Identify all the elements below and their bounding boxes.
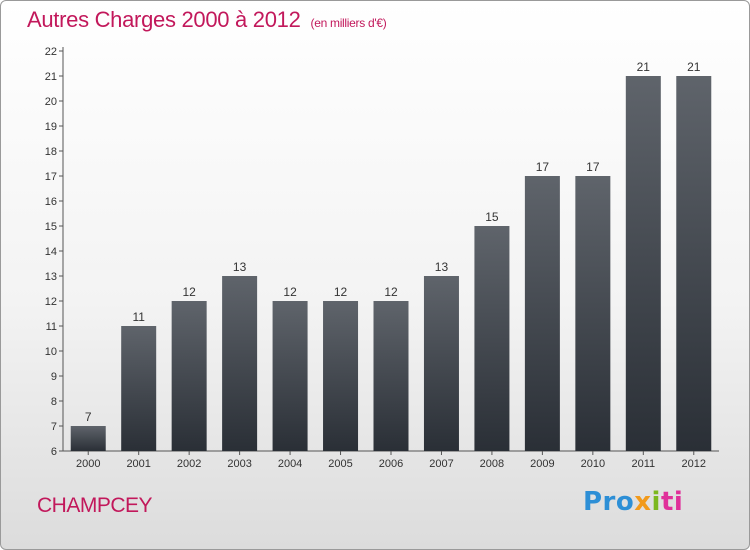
y-tick-label: 19 <box>45 121 57 133</box>
x-tick-label: 2000 <box>76 458 100 470</box>
y-tick-label: 14 <box>45 246 57 258</box>
data-label: 12 <box>283 285 297 299</box>
y-tick-label: 7 <box>51 421 57 433</box>
bar-2007 <box>423 276 459 451</box>
y-tick-label: 12 <box>45 296 57 308</box>
chart-subtitle: (en milliers d'€) <box>310 16 387 30</box>
bar-2005 <box>323 301 359 451</box>
data-label: 17 <box>536 160 550 174</box>
logo-part-1: Pro <box>583 487 635 517</box>
y-tick-label: 21 <box>45 71 57 83</box>
data-label: 15 <box>485 210 499 224</box>
bar-2012 <box>676 76 712 451</box>
bar-2002 <box>171 301 207 451</box>
chart-title: Autres Charges 2000 à 2012 (en milliers d… <box>27 7 387 33</box>
bar-2010 <box>575 176 611 451</box>
data-label: 13 <box>435 260 449 274</box>
y-tick-label: 16 <box>45 196 57 208</box>
bar-2008 <box>474 226 510 451</box>
y-tick-label: 15 <box>45 221 57 233</box>
bar-2006 <box>373 301 409 451</box>
y-tick-label: 17 <box>45 171 57 183</box>
logo-part-2: x <box>634 487 652 517</box>
chart-title-text: Autres Charges 2000 à 2012 <box>27 7 301 32</box>
y-tick-label: 11 <box>46 321 57 333</box>
bar-2011 <box>625 76 661 451</box>
bar-2009 <box>524 176 560 451</box>
y-tick-label: 8 <box>51 396 57 408</box>
y-tick-label: 22 <box>45 46 57 58</box>
y-tick-label: 10 <box>45 346 57 358</box>
x-tick-label: 2008 <box>480 458 504 470</box>
x-tick-label: 2003 <box>227 458 251 470</box>
logo-part-3: i <box>651 487 661 517</box>
y-tick-label: 18 <box>45 146 57 158</box>
logo-part-4: ti <box>660 487 684 517</box>
data-label: 12 <box>182 285 196 299</box>
y-tick-label: 9 <box>51 371 57 383</box>
x-tick-label: 2001 <box>126 458 150 470</box>
data-label: 17 <box>586 160 600 174</box>
x-tick-label: 2010 <box>581 458 605 470</box>
data-label: 11 <box>132 310 145 324</box>
data-label: 21 <box>637 60 651 74</box>
x-tick-label: 2006 <box>379 458 403 470</box>
y-tick-label: 13 <box>45 271 57 283</box>
x-tick-label: 2012 <box>682 458 706 470</box>
data-label: 12 <box>334 285 348 299</box>
y-tick-label: 20 <box>45 96 57 108</box>
data-label: 21 <box>687 60 701 74</box>
bar-2003 <box>222 276 258 451</box>
x-tick-label: 2007 <box>429 458 453 470</box>
x-tick-label: 2005 <box>328 458 352 470</box>
x-tick-label: 2011 <box>631 458 655 470</box>
bar-2004 <box>272 301 308 451</box>
data-label: 12 <box>384 285 398 299</box>
x-tick-label: 2009 <box>530 458 554 470</box>
data-label: 13 <box>233 260 247 274</box>
bar-2001 <box>121 326 157 451</box>
x-tick-label: 2004 <box>278 458 302 470</box>
data-label: 7 <box>85 410 92 424</box>
bar-2000 <box>70 426 106 451</box>
proxiti-logo: Proxiti <box>583 487 683 517</box>
y-tick-label: 6 <box>51 446 57 458</box>
x-tick-label: 2002 <box>177 458 201 470</box>
commune-name: CHAMPCEY <box>37 494 153 517</box>
